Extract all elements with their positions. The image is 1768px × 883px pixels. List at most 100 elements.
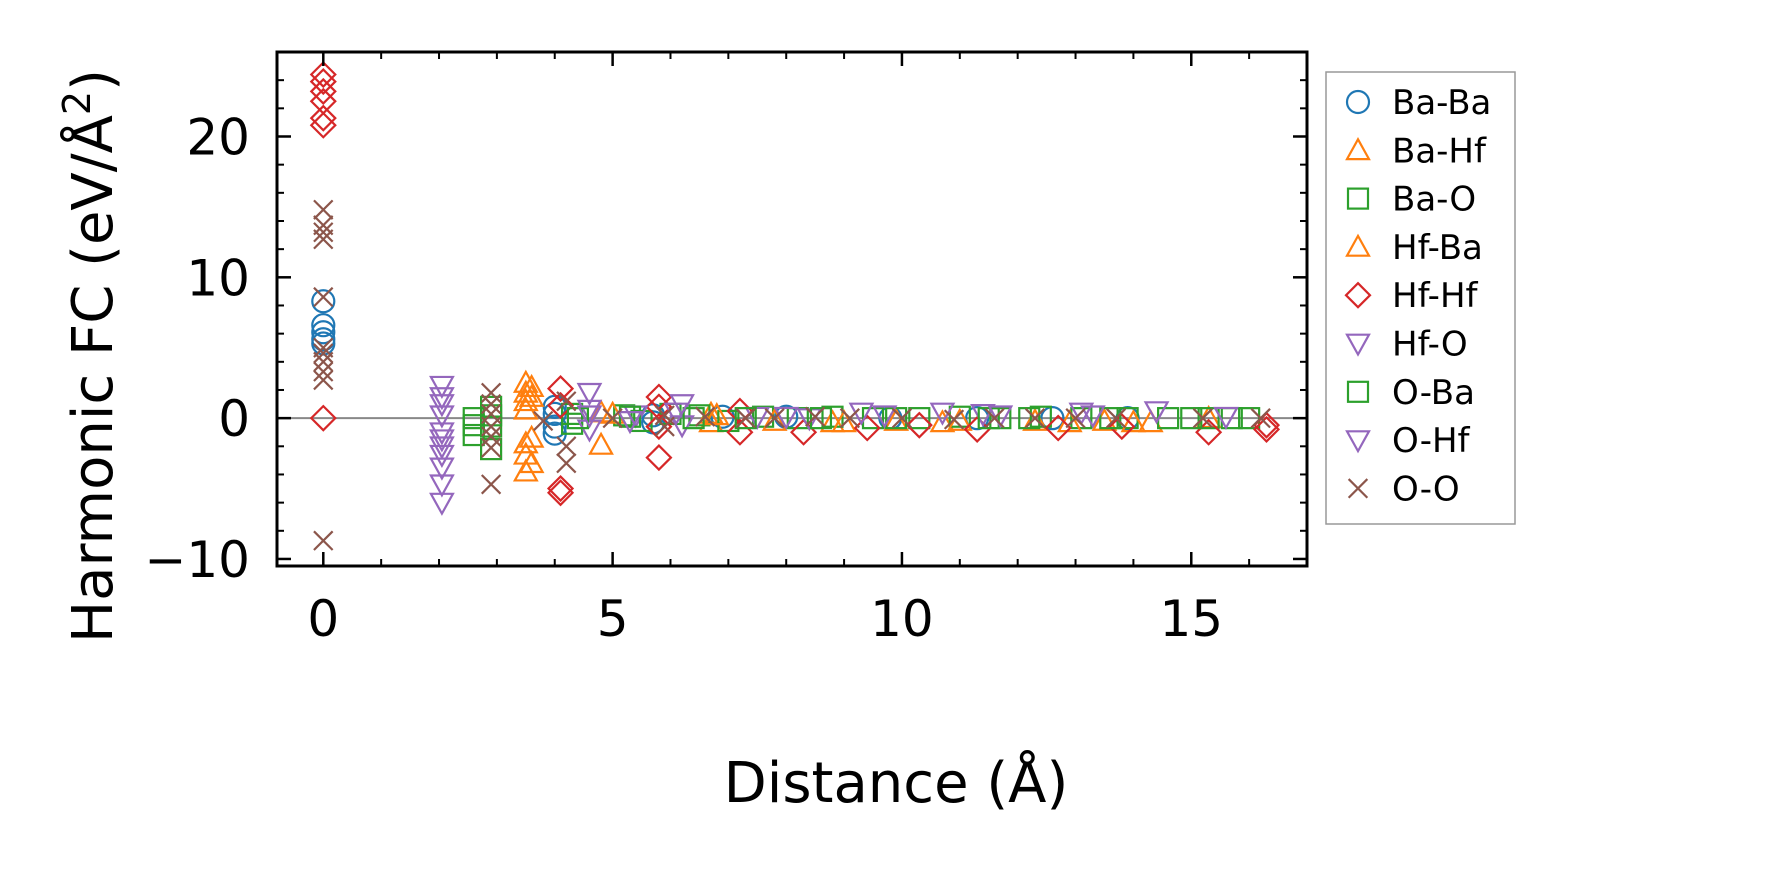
point-hf-ba-5 (703, 402, 730, 426)
point-o-o-7 (313, 351, 334, 372)
point-ba-o-20 (1070, 407, 1093, 430)
point-ba-o-16 (908, 407, 931, 430)
point-o-hf-10 (1213, 406, 1239, 430)
legend-label-ba-o: Ba-O (1392, 180, 1476, 220)
point-o-o-31 (943, 409, 965, 430)
point-o-hf-6 (773, 406, 800, 430)
point-ba-o-14 (821, 405, 844, 428)
point-ba-ba-1 (311, 313, 336, 338)
point-hf-o-2 (429, 405, 455, 429)
y-tick-label: 10 (186, 249, 250, 307)
point-ba-o-24 (1238, 407, 1261, 430)
legend-marker-o-hf (1345, 430, 1371, 454)
point-ba-hf-7 (588, 431, 614, 455)
point-o-o-9 (313, 369, 334, 391)
point-hf-o-3 (429, 422, 455, 446)
point-hf-hf-4 (309, 104, 337, 132)
point-hf-o-9 (576, 399, 603, 423)
x-tick-label: 5 (597, 590, 629, 648)
point-o-o-30 (891, 408, 913, 429)
point-o-o-34 (1065, 408, 1086, 429)
point-hf-o-1 (429, 387, 455, 411)
y-axis-label-superscript: 2 (55, 91, 99, 115)
point-hf-o-18 (970, 404, 996, 428)
point-hf-o-7 (429, 492, 455, 516)
point-hf-o-20 (1143, 401, 1170, 425)
plot-area (277, 52, 1307, 566)
point-o-ba-5 (734, 407, 757, 430)
legend-marker-hf-ba (1345, 233, 1371, 257)
y-tick-label: 0 (218, 390, 250, 448)
point-o-o-18 (533, 410, 554, 432)
point-hf-o-10 (576, 419, 603, 443)
legend-marker-hf-hf (1344, 281, 1372, 309)
point-o-o-17 (480, 474, 502, 495)
point-hf-hf-21 (1044, 414, 1072, 442)
point-o-ba-7 (885, 407, 908, 430)
point-o-o-24 (654, 416, 675, 437)
legend-marker-o-ba (1346, 380, 1370, 403)
point-o-o-16 (480, 437, 502, 458)
point-o-o-35 (1105, 408, 1127, 429)
point-hf-ba-2 (518, 424, 545, 448)
point-hf-hf-6 (309, 404, 337, 432)
y-tick-label: 20 (186, 108, 250, 166)
point-hf-hf-0 (309, 60, 337, 89)
legend-label-hf-hf: Hf-Hf (1392, 276, 1479, 316)
point-hf-hf-5 (309, 111, 337, 139)
point-ba-ba-2 (311, 320, 336, 345)
point-o-ba-10 (1099, 407, 1122, 430)
point-ba-ba-15 (1040, 406, 1065, 431)
point-hf-hf-25 (1252, 415, 1281, 443)
legend-label-o-ba: O-Ba (1392, 373, 1475, 413)
point-o-o-6 (313, 343, 334, 364)
point-hf-ba-1 (518, 383, 545, 407)
series-o-o (313, 199, 1271, 551)
point-o-hf-3 (576, 405, 603, 429)
y-tick-label: −10 (144, 531, 250, 589)
point-o-hf-0 (429, 394, 455, 418)
point-o-o-37 (1250, 408, 1271, 429)
point-hf-hf-19 (905, 411, 933, 439)
point-o-o-21 (556, 453, 577, 474)
data-points (309, 60, 1281, 551)
point-hf-o-13 (669, 415, 695, 439)
point-hf-ba-0 (518, 373, 545, 398)
point-hf-o-0 (429, 375, 455, 400)
point-hf-hf-1 (309, 68, 337, 96)
point-o-ba-2 (566, 407, 589, 430)
point-o-o-32 (984, 408, 1005, 429)
point-o-o-25 (695, 406, 716, 427)
point-hf-hf-13 (645, 413, 673, 441)
point-ba-hf-9 (698, 409, 724, 433)
point-ba-hf-2 (512, 387, 539, 412)
point-o-o-20 (556, 436, 577, 457)
point-hf-ba-6 (761, 407, 788, 431)
point-hf-hf-8 (546, 391, 575, 420)
point-o-o-26 (735, 408, 756, 429)
axes-background (277, 52, 1307, 566)
point-hf-hf-2 (309, 77, 337, 105)
y-axis-label-main: Harmonic FC (eV/Å (60, 115, 126, 643)
legend-marker-o-o (1347, 478, 1369, 499)
legend-marker-ba-hf (1345, 137, 1371, 161)
legend-marker-ba-ba (1345, 89, 1371, 115)
point-o-o-19 (556, 391, 577, 412)
point-ba-ba-7 (542, 414, 567, 439)
point-o-hf-9 (1080, 405, 1106, 429)
point-hf-o-14 (744, 406, 771, 430)
point-o-o-29 (839, 408, 860, 429)
point-ba-ba-0 (311, 289, 336, 314)
point-o-hf-7 (871, 405, 898, 429)
x-tick-label: 15 (1159, 590, 1223, 648)
point-o-o-14 (480, 416, 502, 437)
legend-label-o-hf: O-Hf (1392, 421, 1471, 461)
point-o-o-3 (313, 229, 334, 250)
point-o-o-33 (1024, 408, 1046, 429)
point-o-hf-1 (429, 429, 455, 453)
point-hf-o-5 (429, 457, 455, 481)
point-hf-hf-18 (853, 414, 881, 442)
point-ba-hf-15 (1091, 407, 1118, 431)
point-o-ba-3 (618, 405, 642, 428)
